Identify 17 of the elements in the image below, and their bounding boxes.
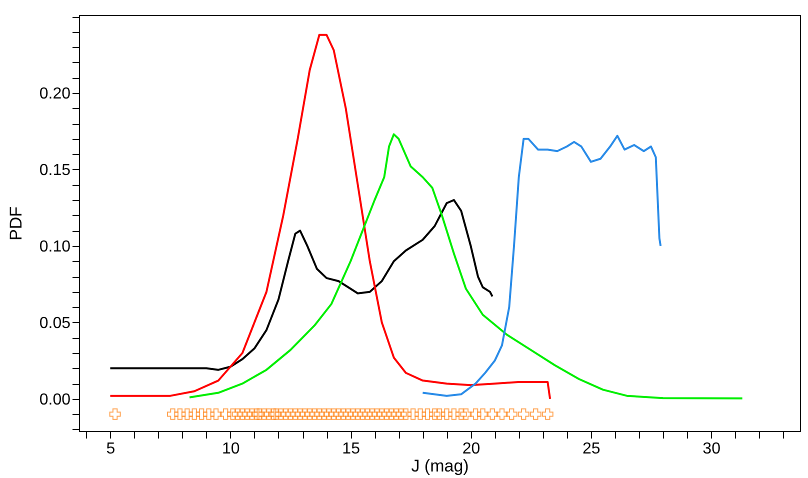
y-tick-label: 0.05 xyxy=(39,314,71,332)
x-tick-label: 20 xyxy=(462,440,480,458)
y-tick-label: 0.20 xyxy=(39,86,71,102)
y-tick-label: 0.15 xyxy=(39,162,71,179)
y-tick-label: 0.00 xyxy=(39,391,71,408)
x-axis-title: J (mag) xyxy=(411,456,469,476)
x-tick-label: 25 xyxy=(582,440,600,458)
y-axis-title: PDF xyxy=(6,206,26,240)
line-series xyxy=(188,133,744,400)
x-tick-label: 15 xyxy=(342,440,360,458)
line-series xyxy=(422,134,662,397)
x-tick-label: 10 xyxy=(222,440,240,458)
line-series xyxy=(109,34,552,400)
x-tick-label: 30 xyxy=(702,440,721,458)
line-series xyxy=(109,199,494,371)
y-tick-label: 0.10 xyxy=(39,238,71,256)
x-tick-label: 5 xyxy=(106,440,116,458)
